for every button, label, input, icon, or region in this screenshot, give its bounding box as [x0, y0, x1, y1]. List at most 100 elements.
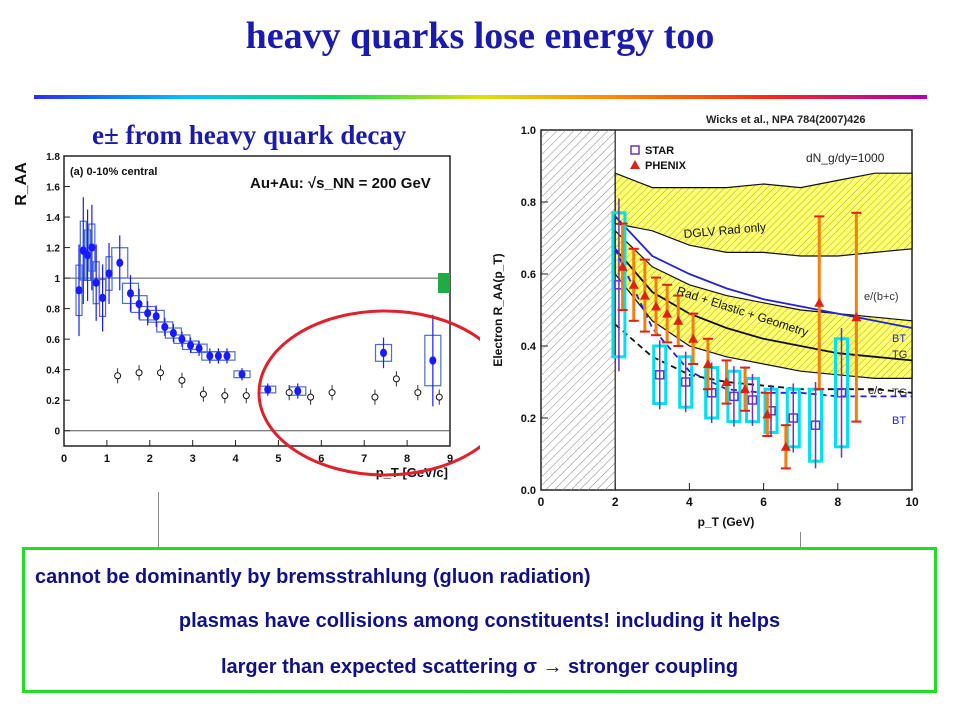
left-open-point: [414, 389, 422, 397]
left-y-tick-label: 0.8: [46, 305, 60, 316]
left-open-point: [328, 389, 336, 397]
excluded-region-hatch: [541, 130, 616, 490]
left-y-tick-label: 1.4: [46, 213, 60, 224]
left-open-point: [178, 376, 186, 384]
curve-label-ec: e/c: [868, 385, 883, 397]
legend-star-label: STAR: [645, 145, 674, 157]
right-data-points: [611, 198, 862, 470]
star-point: [654, 370, 665, 380]
left-y-tick-label: 0.4: [46, 366, 60, 377]
left-filled-point: [195, 344, 203, 353]
phenix-point: [762, 409, 773, 419]
left-y-tick-label: 1.6: [46, 183, 60, 194]
left-open-point: [157, 369, 164, 377]
theory-curve: [614, 215, 913, 329]
left-y-tick-label: 0: [54, 427, 60, 438]
phenix-point: [702, 359, 713, 368]
slide-title: heavy quarks lose energy too: [245, 15, 715, 57]
left-filled-point: [126, 289, 134, 298]
left-y-tick-label: 1.8: [46, 152, 60, 163]
phenix-point: [639, 290, 650, 300]
left-x-tick-label: 1: [104, 453, 110, 465]
left-open-point: [435, 393, 443, 401]
star-point: [810, 420, 821, 430]
phenix-point: [673, 315, 684, 325]
curve-label-tg-lower: TG: [892, 387, 907, 399]
right-y-tick-label: 1.0: [521, 125, 536, 137]
left-open-point: [242, 392, 250, 400]
left-filled-point: [135, 299, 143, 309]
right-chart-electron-raa: 0 2 4 6 8 10 0.0 0.2 0.4 0.6 0.8 1.0 Electron R_AA(…: [491, 125, 919, 529]
conclusion-line-2: plasmas have collisions among constituen…: [178, 610, 781, 632]
left-x-tick-label: 4: [232, 453, 239, 465]
phenix-point: [617, 261, 628, 271]
phenix-point: [814, 297, 825, 307]
left-filled-point: [223, 351, 231, 361]
left-x-tick-label: 0: [61, 453, 67, 465]
conclusion-line-1: cannot be dominantly by bremsstrahlung (…: [35, 566, 591, 588]
highlight-ellipse: [257, 309, 480, 477]
left-filled-point: [105, 269, 113, 278]
dndy-label: dN_g/dy=1000: [806, 151, 885, 165]
left-x-tick-label: 5: [275, 453, 281, 465]
left-filled-point: [116, 258, 124, 268]
right-y-tick-label: 0.6: [521, 269, 536, 281]
curve-label-tg-upper: TG: [892, 349, 907, 361]
left-y-axis-label: R_AA: [13, 162, 30, 206]
star-point: [680, 377, 691, 387]
left-panel-label: (a) 0-10% central: [70, 166, 157, 178]
left-x-tick-label: 2: [147, 453, 153, 465]
phenix-point: [662, 308, 673, 318]
left-filled-point: [99, 293, 107, 303]
legend-star-marker: [630, 145, 640, 155]
left-filled-point: [88, 243, 96, 252]
right-axis-ticks: 0 2 4 6 8 10 0.0 0.2 0.4 0.6 0.8 1.0: [521, 125, 919, 509]
left-y-tick-label: 0.2: [46, 396, 60, 407]
phenix-point: [780, 441, 791, 451]
left-open-point: [135, 369, 143, 377]
left-axis-ticks: 0 1 2 3 4 5 6 7 8 9 0 0.2 0.4 0.6 0.8 1 1.2 1.4 1.6 1.8: [46, 152, 453, 465]
left-filled-point: [144, 309, 152, 318]
curve-label-bt-lower: BT: [892, 415, 906, 427]
star-point: [729, 391, 739, 402]
conclusion-line-3: larger than expected scattering σ → stro…: [220, 656, 739, 678]
left-filled-point: [169, 328, 177, 338]
left-open-point: [114, 372, 122, 380]
left-chart-raa-vs-pt: 0 1 2 3 4 5 6 7 8 9 0 0.2 0.4 0.6 0.8 1 1.2 1.4 1.6 1.8 (a)…: [13, 152, 480, 480]
rainbow-divider: [34, 95, 927, 99]
left-filled-point: [238, 370, 246, 379]
star-point: [788, 413, 799, 423]
phenix-point: [628, 279, 639, 289]
right-x-axis-label: p_T (GeV): [698, 515, 755, 529]
left-x-tick-label: 9: [447, 453, 453, 465]
left-filled-point: [152, 312, 160, 321]
curve-label-eb: e/(b+c): [864, 291, 899, 303]
left-chart-subtitle: e± from heavy quark decay: [92, 120, 407, 150]
star-point: [836, 388, 847, 398]
phenix-point: [740, 384, 751, 394]
left-chart-frame: [63, 155, 451, 447]
right-x-tick-label: 6: [760, 495, 767, 509]
left-filled-point: [264, 385, 272, 394]
right-x-tick-label: 8: [834, 495, 841, 509]
right-x-tick-label: 4: [686, 495, 693, 509]
legend-phenix-label: PHENIX: [645, 160, 687, 172]
left-open-point: [285, 389, 293, 397]
phenix-point: [851, 312, 862, 322]
left-filled-point: [84, 251, 92, 260]
left-x-tick-label: 8: [404, 453, 410, 465]
left-filled-point: [92, 278, 100, 287]
left-system-label: Au+Au: √s_NN = 200 GeV: [250, 175, 431, 192]
phenix-point: [651, 301, 662, 311]
left-open-point: [371, 393, 379, 401]
connector-line-right: [800, 532, 801, 547]
right-x-tick-label: 0: [538, 495, 545, 509]
right-y-axis-label: Electron R_AA(p_T): [491, 253, 505, 366]
left-open-point: [307, 393, 315, 401]
star-point: [747, 395, 758, 405]
connector-line-left: [158, 492, 159, 547]
left-filled-point: [214, 351, 222, 361]
conclusion-box: cannot be dominantly by bremsstrahlung (…: [22, 547, 937, 693]
curve-label-bt-upper: BT: [892, 333, 906, 345]
left-filled-point: [178, 334, 186, 344]
